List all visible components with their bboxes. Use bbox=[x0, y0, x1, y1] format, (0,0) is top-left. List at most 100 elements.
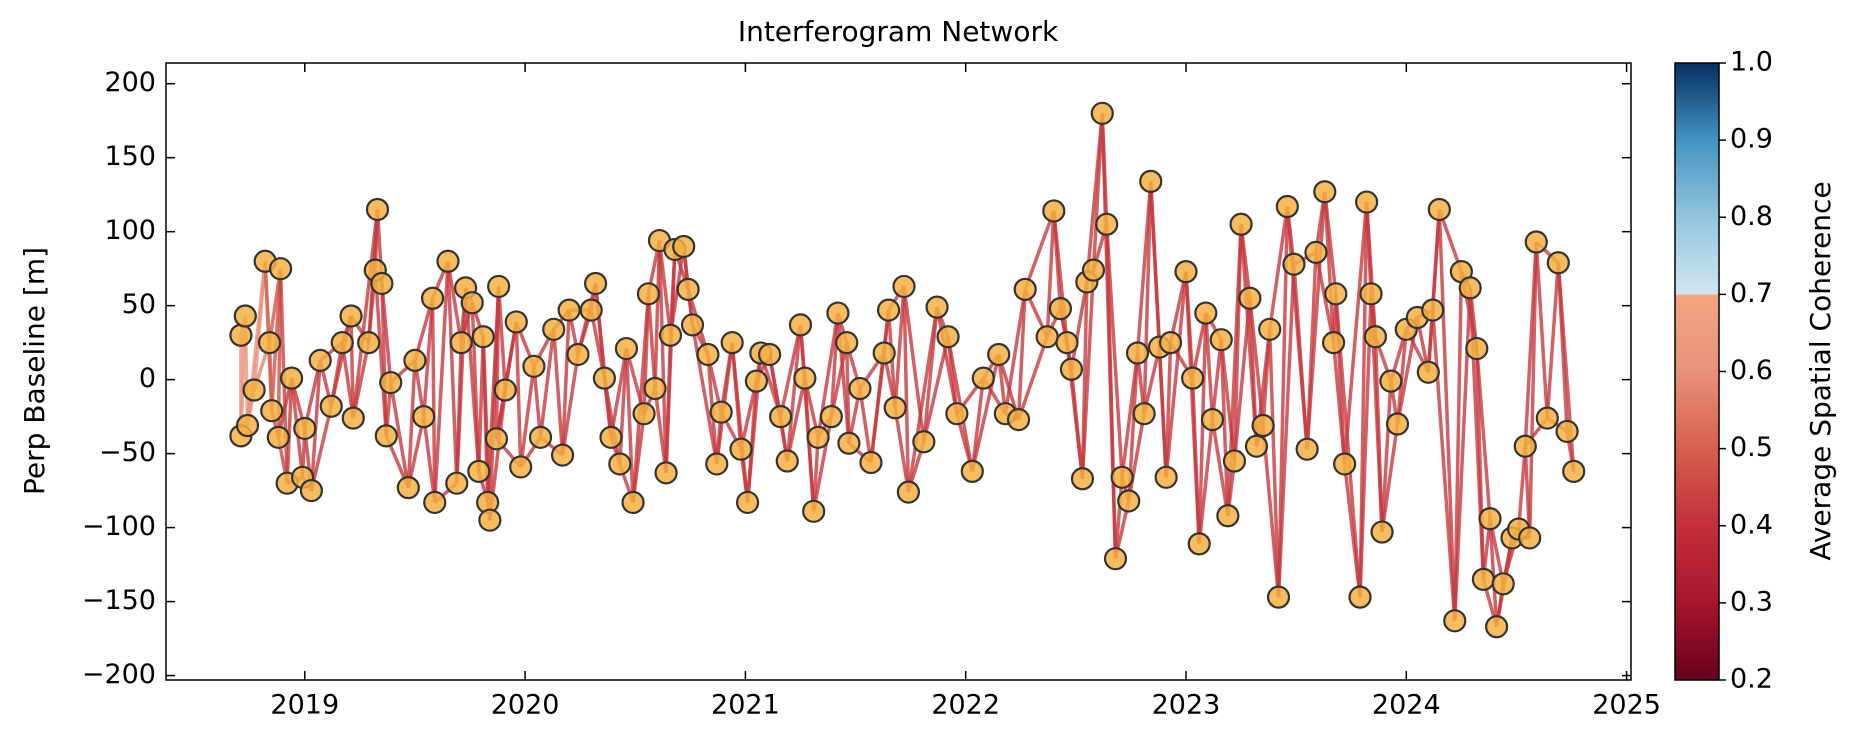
x-tick-label: 2024 bbox=[1372, 690, 1441, 721]
acquisition-node bbox=[614, 336, 639, 361]
acquisition-node bbox=[1348, 585, 1372, 609]
acquisition-node bbox=[484, 427, 509, 451]
acquisition-node bbox=[257, 331, 282, 355]
acquisition-node bbox=[819, 405, 843, 429]
interferogram-edge bbox=[922, 336, 950, 443]
interferogram-edge bbox=[1120, 352, 1140, 478]
interferogram-edge bbox=[532, 366, 543, 438]
interferogram-edge bbox=[1437, 209, 1457, 621]
acquisition-node bbox=[1187, 532, 1211, 556]
acquisition-node bbox=[1251, 413, 1275, 438]
interferogram-edge bbox=[657, 240, 668, 473]
acquisition-node bbox=[504, 310, 528, 334]
acquisition-node bbox=[478, 508, 502, 532]
acquisition-node bbox=[1416, 360, 1440, 384]
y-tick-label: 150 bbox=[104, 141, 156, 172]
acquisition-node bbox=[1282, 252, 1306, 276]
interferogram-edge bbox=[1085, 113, 1105, 283]
interferogram-edge bbox=[1080, 270, 1096, 479]
acquisition-node bbox=[1154, 465, 1178, 489]
interferogram-edge bbox=[1148, 181, 1168, 478]
interferogram-edge bbox=[1126, 413, 1146, 502]
colorbar-tick-label: 0.3 bbox=[1730, 586, 1773, 617]
acquisition-node bbox=[365, 197, 390, 222]
interferogram-edge bbox=[560, 310, 571, 456]
acquisition-node bbox=[403, 348, 427, 373]
acquisition-node bbox=[1200, 407, 1225, 432]
colorbar-tick-label: 0.6 bbox=[1730, 355, 1773, 386]
acquisition-node bbox=[370, 271, 394, 296]
y-tick-label: −50 bbox=[99, 437, 156, 468]
interferogram-edge bbox=[340, 342, 355, 419]
acquisition-node bbox=[1158, 331, 1183, 355]
acquisition-node bbox=[1013, 277, 1037, 301]
acquisition-node bbox=[420, 286, 445, 310]
interferogram-edge bbox=[1267, 206, 1290, 330]
interferogram-edge bbox=[463, 287, 481, 472]
acquisition-node bbox=[509, 455, 533, 479]
acquisition-node bbox=[396, 476, 420, 500]
acquisition-node bbox=[788, 313, 813, 337]
interferogram-edge bbox=[1488, 518, 1499, 627]
acquisition-node bbox=[1090, 101, 1114, 125]
y-tick-label: 50 bbox=[122, 289, 156, 320]
acquisition-node bbox=[1295, 437, 1319, 461]
y-tick-label: −200 bbox=[82, 659, 156, 690]
interferogram-edge bbox=[1164, 271, 1188, 478]
interferogram-edge bbox=[1210, 339, 1223, 420]
interferogram-edge bbox=[1197, 419, 1215, 545]
acquisition-node bbox=[876, 298, 901, 322]
interferogram-edge bbox=[1314, 252, 1336, 343]
acquisition-node bbox=[793, 366, 817, 390]
interferogram-edge bbox=[1142, 181, 1153, 414]
acquisition-node bbox=[1229, 212, 1253, 236]
y-tick-label: 200 bbox=[104, 67, 156, 98]
acquisition-node bbox=[806, 425, 830, 449]
acquisition-node bbox=[945, 402, 969, 426]
acquisition-node bbox=[1042, 199, 1066, 223]
acquisition-node bbox=[299, 479, 323, 503]
interferogram-edge bbox=[631, 293, 651, 503]
acquisition-node bbox=[1518, 526, 1542, 550]
acquisition-node bbox=[445, 471, 469, 495]
acquisition-node bbox=[892, 274, 916, 299]
acquisition-node bbox=[592, 366, 616, 390]
interferogram-edge bbox=[406, 416, 426, 489]
acquisition-node bbox=[1385, 412, 1410, 436]
interferogram-edge bbox=[653, 388, 668, 474]
acquisition-node bbox=[1059, 357, 1084, 381]
acquisition-node bbox=[912, 430, 936, 454]
acquisition-node bbox=[1313, 180, 1337, 204]
interferogram-edge bbox=[1204, 312, 1215, 420]
acquisition-node bbox=[848, 376, 872, 401]
acquisition-node bbox=[319, 394, 343, 418]
y-tick-label: −150 bbox=[82, 585, 156, 616]
interferogram-edge bbox=[1380, 381, 1393, 533]
interferogram-edge bbox=[690, 324, 719, 465]
acquisition-node bbox=[735, 490, 760, 515]
acquisition-node bbox=[1055, 331, 1079, 355]
interferogram-edge bbox=[858, 388, 873, 463]
interferogram-edge bbox=[906, 306, 939, 493]
acquisition-node bbox=[1216, 504, 1240, 528]
interferogram-edge bbox=[388, 382, 411, 488]
acquisition-node bbox=[1048, 297, 1073, 321]
acquisition-node bbox=[775, 449, 799, 473]
interferogram-edge bbox=[1527, 241, 1539, 538]
acquisition-node bbox=[987, 342, 1011, 367]
acquisition-node bbox=[339, 304, 363, 328]
interferogram-edge bbox=[829, 342, 849, 417]
acquisition-node bbox=[1513, 434, 1537, 458]
interferogram-edge bbox=[1430, 309, 1457, 621]
acquisition-node bbox=[1238, 286, 1262, 310]
interferogram-edge bbox=[1069, 281, 1089, 370]
interferogram-edge bbox=[455, 287, 468, 484]
acquisition-node bbox=[1103, 547, 1128, 571]
acquisition-node bbox=[522, 354, 546, 378]
interferogram-edge bbox=[1135, 181, 1153, 354]
colorbar-tick-label: 0.9 bbox=[1730, 124, 1773, 155]
acquisition-node bbox=[1181, 366, 1205, 390]
interferogram-edge bbox=[798, 324, 816, 512]
x-tick-label: 2021 bbox=[711, 690, 780, 721]
interferogram-edge bbox=[1261, 425, 1281, 598]
